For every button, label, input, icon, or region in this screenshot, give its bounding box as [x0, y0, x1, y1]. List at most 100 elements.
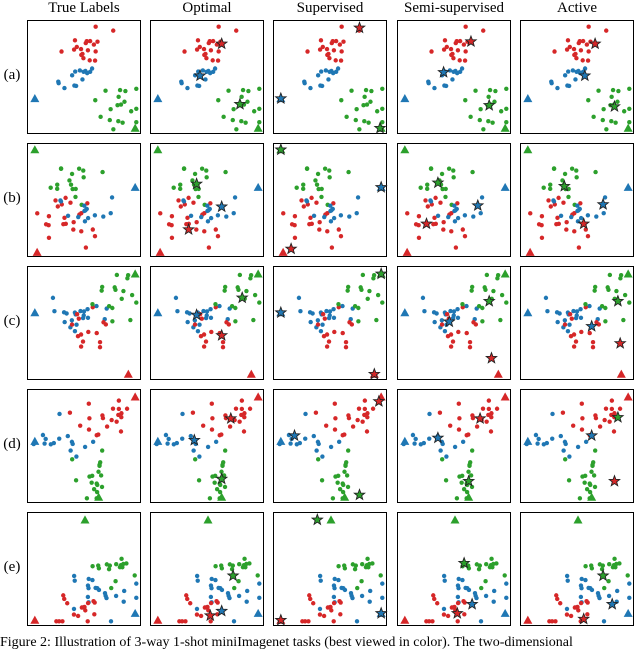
data-point-green	[504, 300, 509, 305]
data-point-blue	[565, 328, 571, 334]
data-point-blue	[326, 77, 331, 82]
data-point-blue	[82, 203, 87, 208]
data-point-blue	[331, 315, 337, 320]
data-point-blue	[257, 595, 262, 601]
data-point-red	[74, 311, 80, 317]
data-point-green	[613, 120, 618, 125]
data-point-green	[476, 566, 482, 572]
data-point-blue	[166, 436, 171, 442]
data-point-blue	[207, 70, 213, 76]
data-point-red	[362, 406, 368, 412]
data-point-red	[299, 198, 304, 203]
data-point-blue	[569, 214, 574, 220]
panel-c-optimal	[150, 266, 264, 380]
data-point-red	[554, 221, 559, 227]
data-point-green	[107, 117, 112, 123]
prototype-star-blue	[288, 428, 301, 442]
prototype-star-red	[215, 328, 229, 341]
data-point-red	[355, 417, 360, 423]
data-point-red	[205, 604, 210, 610]
data-point-blue	[451, 309, 457, 314]
scatter-plot	[30, 24, 140, 132]
column-title-supervised: Supervised	[296, 0, 364, 16]
data-point-green	[451, 175, 456, 180]
data-point-red	[67, 410, 73, 415]
data-point-green	[123, 88, 128, 94]
data-point-green	[346, 169, 351, 175]
prototype-star-blue	[193, 68, 207, 82]
data-point-red	[564, 219, 569, 225]
data-point-red	[437, 410, 443, 415]
data-point-blue	[315, 73, 321, 78]
unlabeled-triangle-green	[623, 269, 633, 278]
data-point-green	[243, 120, 248, 125]
data-point-red	[87, 38, 93, 44]
data-point-red	[362, 412, 367, 418]
data-point-blue	[627, 595, 632, 601]
data-point-red	[340, 330, 345, 336]
data-point-blue	[304, 199, 310, 204]
data-point-blue	[328, 444, 334, 450]
data-point-blue	[452, 203, 457, 208]
panel-d-true-labels	[27, 389, 141, 503]
data-point-blue	[319, 83, 325, 89]
data-point-red	[457, 38, 463, 44]
unlabeled-triangle-red	[253, 392, 263, 401]
data-point-green	[336, 302, 341, 307]
data-point-blue	[213, 439, 219, 445]
data-point-blue	[561, 448, 566, 453]
data-point-red	[75, 334, 81, 339]
data-point-blue	[318, 578, 323, 583]
data-point-green	[484, 272, 490, 278]
data-point-green	[504, 119, 509, 125]
prototype-star-green	[431, 175, 445, 189]
prototype-star-red	[215, 37, 229, 50]
data-point-green	[583, 564, 588, 569]
data-point-red	[576, 245, 582, 250]
data-point-blue	[342, 587, 348, 593]
data-point-green	[114, 272, 120, 278]
row-label-b: (b)	[3, 190, 21, 206]
data-point-red	[441, 612, 447, 617]
data-point-red	[184, 593, 189, 598]
prototype-star-red	[473, 411, 487, 424]
prototype-star-green	[373, 121, 387, 134]
data-point-green	[547, 186, 553, 192]
data-point-red	[215, 233, 221, 239]
data-point-green	[363, 87, 369, 93]
data-point-red	[323, 423, 329, 428]
data-point-green	[244, 288, 249, 294]
data-point-red	[416, 222, 421, 228]
data-point-green	[330, 496, 336, 501]
data-point-red	[292, 222, 297, 228]
row-label-a: (a)	[3, 67, 21, 83]
data-point-green	[257, 300, 262, 305]
data-point-blue	[188, 433, 193, 439]
data-point-red	[467, 339, 473, 345]
data-point-blue	[197, 454, 202, 459]
data-point-green	[134, 106, 139, 111]
data-point-green	[499, 292, 505, 298]
data-point-red	[593, 413, 598, 418]
unlabeled-triangle-green	[326, 515, 336, 524]
data-point-blue	[450, 77, 455, 82]
data-point-red	[571, 344, 577, 349]
prototype-star-green	[233, 97, 247, 110]
data-point-blue	[464, 303, 469, 309]
unlabeled-triangle-blue	[500, 182, 510, 191]
data-point-green	[358, 285, 363, 290]
data-point-green	[480, 319, 485, 324]
unlabeled-triangle-blue	[253, 182, 263, 191]
data-point-blue	[348, 591, 354, 596]
data-point-green	[487, 564, 493, 570]
data-point-red	[198, 613, 204, 619]
prototype-star-blue	[374, 180, 388, 193]
data-point-red	[356, 406, 362, 411]
data-point-blue	[462, 213, 468, 218]
column-title-active: Active	[557, 0, 597, 16]
data-point-red	[216, 24, 221, 29]
unlabeled-triangle-green	[253, 269, 263, 278]
data-point-blue	[491, 599, 496, 604]
data-point-green	[315, 171, 321, 177]
data-point-green	[319, 194, 324, 200]
